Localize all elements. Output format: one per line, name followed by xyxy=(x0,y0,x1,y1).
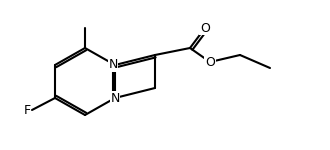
Text: F: F xyxy=(23,103,31,117)
Text: O: O xyxy=(205,56,215,69)
Text: N: N xyxy=(108,58,118,72)
Text: N: N xyxy=(110,92,120,105)
Text: O: O xyxy=(200,21,210,34)
